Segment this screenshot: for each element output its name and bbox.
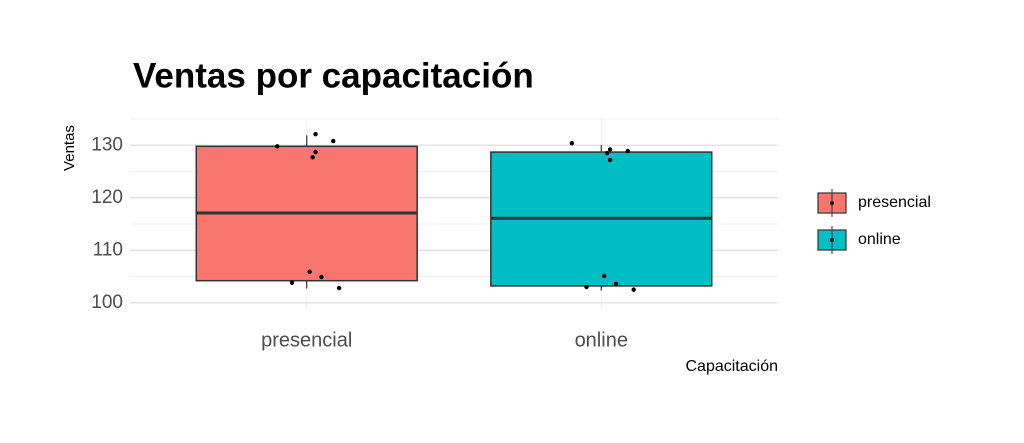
- legend-label: presencial: [858, 194, 931, 211]
- point: [331, 138, 336, 144]
- point: [631, 287, 636, 292]
- x-axis-label: Capacitación: [686, 358, 779, 375]
- point: [602, 273, 607, 279]
- point: [336, 285, 342, 291]
- point: [307, 269, 312, 274]
- point: [289, 280, 295, 285]
- legend-key-dot: [830, 238, 834, 242]
- point: [607, 157, 613, 163]
- y-tick-label: 120: [91, 187, 123, 208]
- chart-title: Ventas por capacitación: [133, 56, 534, 95]
- point: [607, 147, 613, 152]
- point: [569, 140, 575, 146]
- y-axis-label: Ventas: [61, 125, 78, 171]
- y-tick-label: 130: [91, 134, 123, 155]
- y-tick-label: 100: [91, 292, 123, 313]
- point: [625, 148, 630, 154]
- point: [319, 274, 324, 280]
- point: [313, 149, 318, 155]
- point: [604, 150, 610, 156]
- point: [313, 132, 318, 137]
- y-tick-label: 110: [93, 239, 123, 260]
- point: [584, 284, 589, 290]
- legend-key-dot: [830, 201, 834, 205]
- x-tick-label: presencial: [261, 329, 352, 351]
- x-tick-label: online: [575, 329, 628, 351]
- point: [613, 281, 619, 287]
- point: [275, 144, 280, 149]
- point: [310, 155, 315, 160]
- legend-label: online: [858, 231, 901, 248]
